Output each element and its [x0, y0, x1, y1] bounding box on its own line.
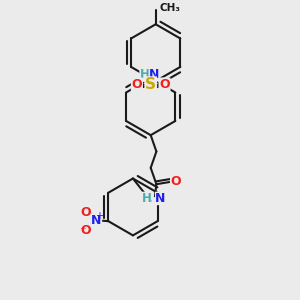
- Text: ⁻: ⁻: [79, 225, 85, 238]
- Text: O: O: [80, 224, 91, 237]
- Text: S: S: [145, 77, 156, 92]
- Text: O: O: [159, 78, 170, 91]
- Text: N: N: [91, 214, 101, 227]
- Text: H: H: [142, 192, 152, 205]
- Text: +: +: [95, 212, 104, 221]
- Text: O: O: [80, 206, 91, 219]
- Text: N: N: [149, 68, 159, 81]
- Text: O: O: [171, 175, 181, 188]
- Text: H: H: [140, 68, 150, 81]
- Text: CH₃: CH₃: [159, 3, 180, 13]
- Text: O: O: [132, 78, 142, 91]
- Text: N: N: [155, 192, 166, 205]
